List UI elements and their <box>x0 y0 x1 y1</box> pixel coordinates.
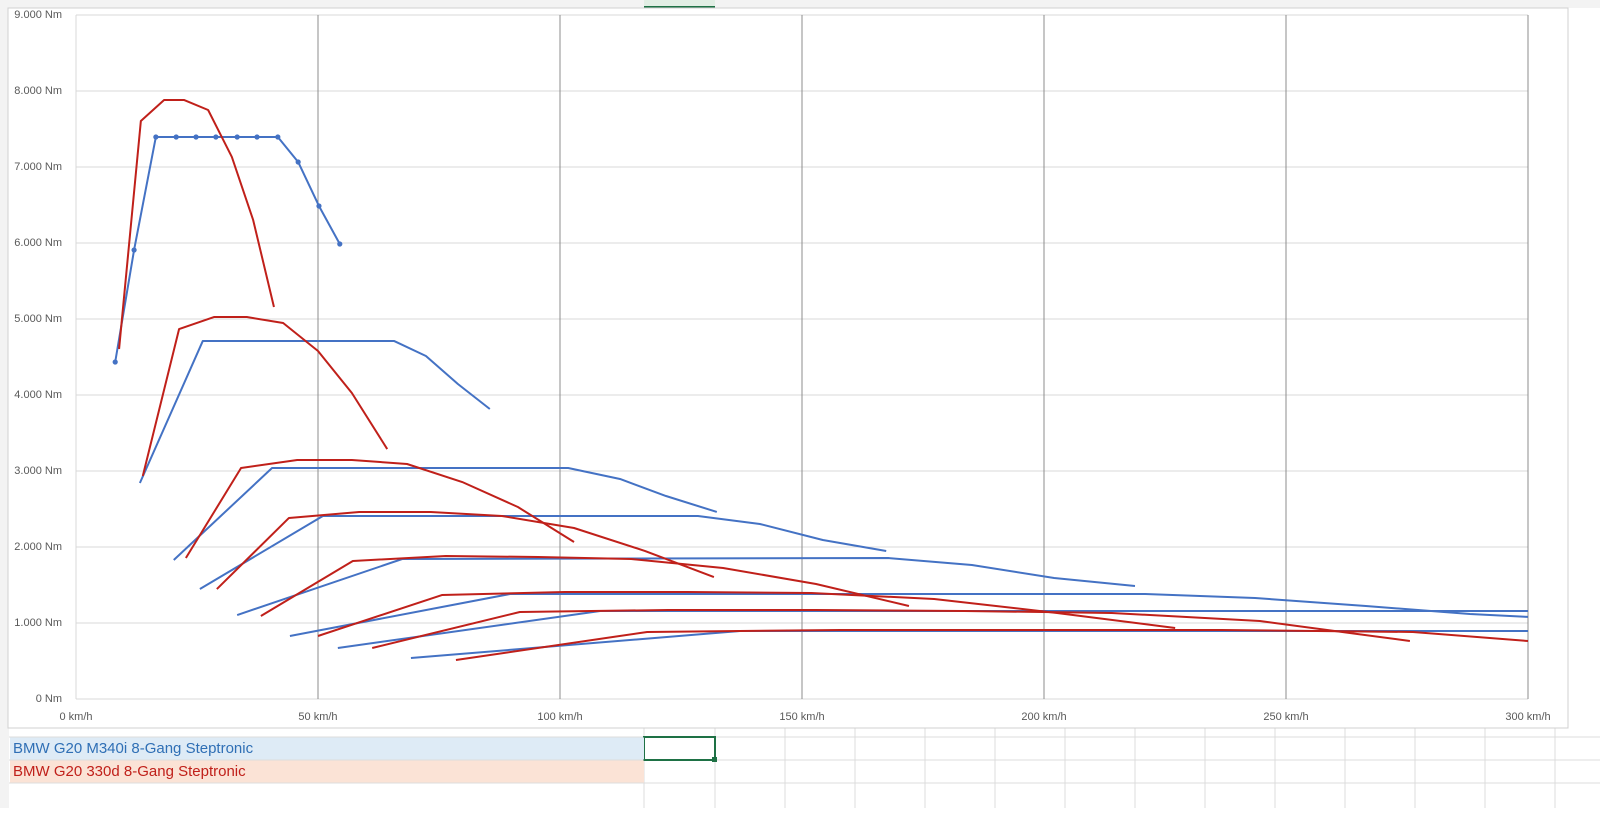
point <box>153 134 159 140</box>
point <box>173 134 179 140</box>
x-tick-label: 0 km/h <box>59 711 92 723</box>
point <box>316 203 322 209</box>
x-tick-label: 300 km/h <box>1505 711 1550 723</box>
column-header <box>0 0 1600 8</box>
series-line <box>185 458 575 559</box>
series-line <box>138 339 491 484</box>
y-tick-label: 2.000 Nm <box>14 541 62 553</box>
series-line <box>455 628 1529 662</box>
y-tick-label: 9.000 Nm <box>14 9 62 21</box>
y-tick-label: 5.000 Nm <box>14 313 62 325</box>
point <box>193 134 199 140</box>
x-tick-label: 50 km/h <box>298 711 337 723</box>
series-line <box>317 590 1176 637</box>
point <box>213 134 219 140</box>
y-tick-label: 7.000 Nm <box>14 161 62 173</box>
y-tick-label: 0 Nm <box>36 693 62 705</box>
y-tick-label: 4.000 Nm <box>14 389 62 401</box>
series-line <box>236 557 1136 616</box>
series-line <box>216 510 715 590</box>
series-line <box>260 554 910 617</box>
selected-column-header <box>644 0 715 8</box>
x-tick-label: 200 km/h <box>1021 711 1066 723</box>
y-tick-label: 3.000 Nm <box>14 465 62 477</box>
series-line <box>118 98 275 350</box>
grid <box>75 14 1529 700</box>
series-line <box>114 135 341 363</box>
x-tick-label: 100 km/h <box>537 711 582 723</box>
cells: BMW G20 M340i 8-Gang Steptronic BMW G20 3… <box>10 737 644 783</box>
y-tick-label: 6.000 Nm <box>14 237 62 249</box>
plot <box>112 98 1529 662</box>
point <box>112 359 118 365</box>
x-tick-label: 250 km/h <box>1263 711 1308 723</box>
chart-area[interactable] <box>7 7 1569 729</box>
point <box>234 134 240 140</box>
y-tick-label: 8.000 Nm <box>14 85 62 97</box>
fill-handle[interactable] <box>712 757 717 762</box>
series-line <box>173 467 718 561</box>
cell-background <box>10 737 644 760</box>
series-line <box>371 609 1411 649</box>
cell-text: BMW G20 330d 8-Gang Steptronic <box>13 763 246 780</box>
cell-text: BMW G20 M340i 8-Gang Steptronic <box>13 740 254 757</box>
cell-background <box>10 760 644 783</box>
x-tick-label: 150 km/h <box>779 711 824 723</box>
point <box>254 134 260 140</box>
point <box>275 134 281 140</box>
row-header <box>0 0 9 808</box>
series-line <box>199 514 887 590</box>
labels: 0 Nm 1.000 Nm 2.000 Nm 3.000 Nm 4.000 Nm 5.00… <box>14 9 1550 723</box>
y-tick-label: 1.000 Nm <box>14 617 62 629</box>
point <box>295 159 301 165</box>
point <box>131 247 137 253</box>
selected-cell[interactable] <box>643 736 716 761</box>
series-line <box>141 316 389 477</box>
point <box>337 241 343 247</box>
